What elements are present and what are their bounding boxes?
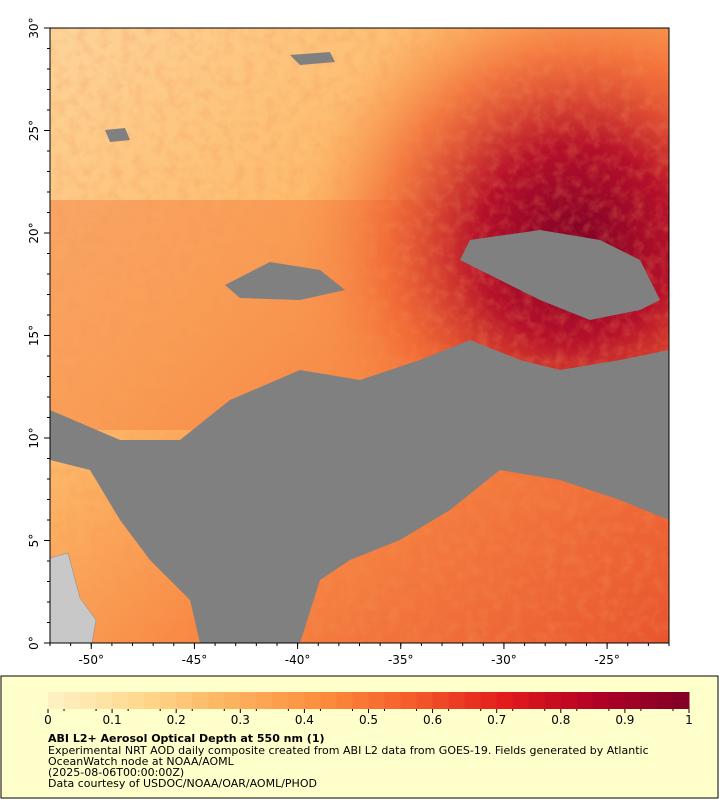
- colorbar-tick-label: 0.2: [167, 713, 186, 727]
- colorbar-step: [144, 692, 161, 709]
- colorbar-step: [400, 692, 418, 709]
- colorbar-step: [480, 692, 498, 709]
- colorbar-step: [496, 692, 514, 709]
- colorbar-step: [128, 692, 145, 709]
- aod-field: [50, 28, 669, 643]
- colorbar-step: [272, 692, 289, 709]
- colorbar-step: [320, 692, 337, 709]
- x-tick-label: -40°: [285, 653, 311, 667]
- caption-line: OceanWatch node at NOAA/AOML: [48, 755, 235, 768]
- colorbar-step: [304, 692, 321, 709]
- axes: -50° -45° -40° -35° -30° -25° 0° 5° 10° 15° 20° 25°…: [27, 17, 670, 667]
- colorbar-step: [64, 692, 81, 709]
- colorbar-tick-label: 0: [44, 713, 52, 727]
- colorbar-step: [256, 692, 273, 709]
- y-tick-label: 20°: [27, 222, 41, 243]
- land: [50, 552, 97, 643]
- colorbar-step: [352, 692, 369, 709]
- colorbar-step: [336, 692, 353, 709]
- y-tick-label: 10°: [27, 427, 41, 448]
- colorbar-tick-label: 0.3: [231, 713, 250, 727]
- x-tick-label: -25°: [594, 653, 620, 667]
- colorbar-step: [96, 692, 113, 709]
- colorbar-step: [384, 692, 402, 709]
- colorbar-step: [672, 692, 690, 709]
- y-tick-label: 30°: [27, 17, 41, 38]
- caption-line: Experimental NRT AOD daily composite cre…: [48, 744, 649, 757]
- x-tick-label: -50°: [78, 653, 104, 667]
- x-tick-label: -45°: [182, 653, 208, 667]
- colorbar-tick-label: 0.4: [295, 713, 314, 727]
- no-data-region: [290, 52, 335, 65]
- colorbar-step: [80, 692, 97, 709]
- colorbar-step: [368, 692, 386, 709]
- colorbar: 0 0.1 0.2 0.3 0.4 0.5 0.6 0.7 0.8 0.9 1: [44, 692, 693, 727]
- colorbar-step: [240, 692, 257, 709]
- colorbar-step: [224, 692, 241, 709]
- colorbar-step: [160, 692, 177, 709]
- y-tick-label: 15°: [27, 325, 41, 346]
- colorbar-tick-label: 0.7: [487, 713, 506, 727]
- colorbar-step: [608, 692, 626, 709]
- no-data-region: [105, 128, 130, 142]
- colorbar-step: [176, 692, 193, 709]
- colorbar-step: [560, 692, 578, 709]
- y-tick-label: 25°: [27, 120, 41, 141]
- colorbar-tick-label: 0.9: [615, 713, 634, 727]
- colorbar-tick-label: 0.8: [551, 713, 570, 727]
- colorbar-step: [112, 692, 129, 709]
- colorbar-step: [416, 692, 434, 709]
- colorbar-step: [640, 692, 658, 709]
- y-tick-label: 0°: [27, 636, 41, 650]
- caption-line: Data courtesy of USDOC/NOAA/OAR/AOML/PHO…: [48, 777, 317, 790]
- colorbar-step: [288, 692, 305, 709]
- colorbar-step: [656, 692, 674, 709]
- no-data-region: [225, 262, 345, 300]
- colorbar-tick-label: 0.1: [103, 713, 122, 727]
- colorbar-step: [432, 692, 450, 709]
- colorbar-step: [448, 692, 466, 709]
- colorbar-step: [48, 692, 65, 709]
- x-tick-label: -35°: [388, 653, 414, 667]
- x-tick-label: -30°: [491, 653, 517, 667]
- caption-line: (2025-08-06T00:00:00Z): [48, 766, 184, 779]
- colorbar-step: [528, 692, 546, 709]
- no-data-region: [460, 230, 660, 320]
- colorbar-step: [592, 692, 610, 709]
- colorbar-step: [576, 692, 594, 709]
- colorbar-tick-label: 0.5: [359, 713, 378, 727]
- colorbar-step: [544, 692, 562, 709]
- y-tick-label: 5°: [27, 534, 41, 548]
- colorbar-step: [192, 692, 209, 709]
- colorbar-tick-label: 1: [685, 713, 693, 727]
- colorbar-step: [208, 692, 225, 709]
- caption-title: ABI L2+ Aerosol Optical Depth at 550 nm …: [48, 732, 325, 745]
- colorbar-step: [512, 692, 530, 709]
- colorbar-step: [464, 692, 482, 709]
- colorbar-step: [624, 692, 642, 709]
- colorbar-tick-label: 0.6: [423, 713, 442, 727]
- no-data-region: [50, 340, 669, 643]
